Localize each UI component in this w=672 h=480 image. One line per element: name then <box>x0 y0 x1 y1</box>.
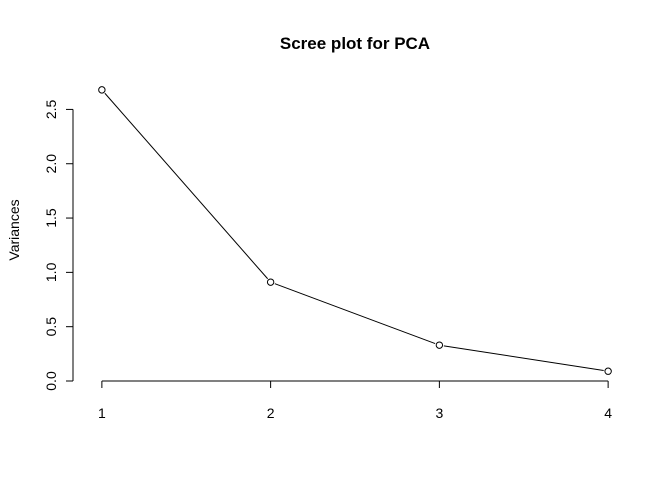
y-axis-label: Variances <box>6 199 22 260</box>
series-line-segment <box>274 283 436 345</box>
x-tick-label: 4 <box>604 405 612 421</box>
data-point <box>435 341 444 349</box>
chart-title: Scree plot for PCA <box>280 34 430 53</box>
y-tick-label: 0.5 <box>43 317 59 337</box>
series-line-segment <box>443 345 604 372</box>
y-tick-label: 2.5 <box>43 99 59 119</box>
variance-series <box>98 86 612 375</box>
x-axis: 1 2 3 4 <box>98 380 612 421</box>
y-tick-label: 1.5 <box>43 208 59 228</box>
x-tick-label: 1 <box>98 405 106 421</box>
series-line-segment <box>104 92 269 280</box>
x-tick-label: 3 <box>435 405 443 421</box>
data-point <box>604 367 612 375</box>
y-tick-label: 2.0 <box>43 154 59 174</box>
y-tick-label: 0.0 <box>43 371 59 391</box>
data-point <box>266 278 275 286</box>
y-tick-label: 1.0 <box>43 262 59 282</box>
x-tick-label: 2 <box>267 405 275 421</box>
y-axis: 0.0 0.5 1.0 1.5 2.0 2.5 <box>43 99 74 391</box>
data-point <box>98 86 106 94</box>
